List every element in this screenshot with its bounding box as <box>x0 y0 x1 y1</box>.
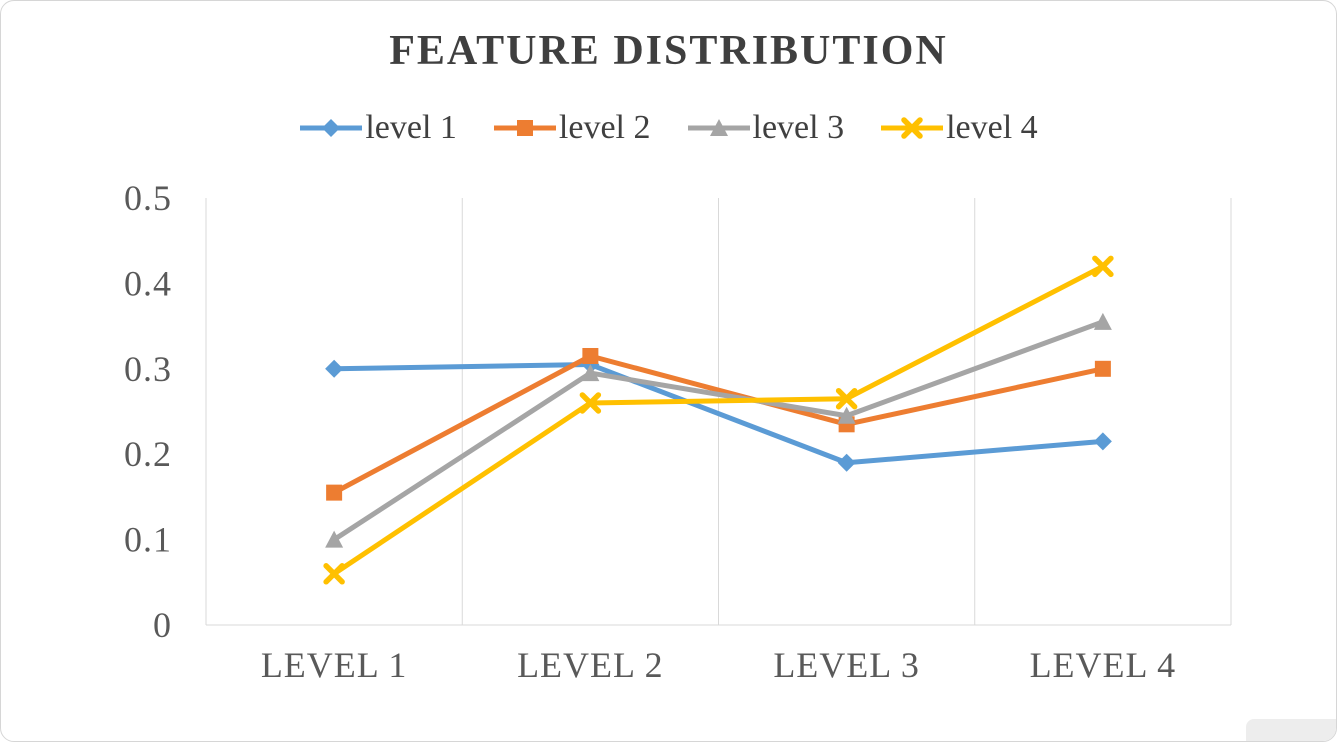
x-category-label: LEVEL 3 <box>773 645 920 685</box>
data-point-marker-diamond <box>1093 432 1112 451</box>
y-tick-label: 0.1 <box>124 520 172 560</box>
data-point-marker-x <box>323 563 345 585</box>
data-point-marker-triangle <box>1093 312 1112 330</box>
data-point-marker-diamond <box>837 453 856 472</box>
data-point-marker-square <box>582 347 599 364</box>
data-point-marker-triangle <box>709 119 728 136</box>
y-tick-label: 0.3 <box>124 349 172 389</box>
data-point-marker-triangle <box>581 364 600 382</box>
data-point-marker-x <box>579 392 602 414</box>
data-point-marker-diamond <box>325 359 344 378</box>
x-category-label: LEVEL 4 <box>1030 645 1177 685</box>
legend-item-level-4: level 4 <box>880 109 1038 147</box>
y-tick-label: 0.2 <box>124 434 172 474</box>
y-tick-label: 0.5 <box>124 178 172 218</box>
data-point-marker-x <box>1092 255 1114 278</box>
data-point-marker-x <box>901 117 923 139</box>
series-line-level-3 <box>331 319 1106 543</box>
x-category-label: LEVEL 2 <box>517 645 664 685</box>
legend-marker-diamond-icon <box>300 119 363 137</box>
data-point-marker-square <box>326 484 343 501</box>
y-tick-label: 0 <box>153 605 172 645</box>
legend-marker-x-icon <box>881 117 944 139</box>
legend-marker-square-icon <box>493 120 556 136</box>
data-point-marker-diamond <box>322 119 341 137</box>
chart-title: FEATURE DISTRIBUTION <box>389 28 948 74</box>
data-point-marker-triangle <box>837 406 856 424</box>
legend-label-level-2: level 2 <box>558 109 651 146</box>
data-point-marker-square <box>1094 360 1111 377</box>
legend-item-level-2: level 2 <box>493 109 651 147</box>
y-tick-label: 0.4 <box>124 263 172 303</box>
corner-artifact <box>1246 719 1336 741</box>
data-point-marker-square <box>516 120 533 136</box>
data-point-marker-x <box>835 387 858 410</box>
legend-marker-triangle-icon <box>687 119 750 136</box>
series-line-level-4 <box>331 263 1106 577</box>
series-line-level-1 <box>331 362 1106 466</box>
line-chart-plot-area: 0 0.1 0.2 0.3 0.4 0.5 LEVEL 1 LEVEL 2 LEVEL 3 LEV… <box>124 178 1232 685</box>
x-category-label: LEVEL 1 <box>261 645 408 685</box>
data-point-marker-triangle <box>325 530 344 548</box>
series-line-level-2 <box>331 353 1106 496</box>
legend-label-level-4: level 4 <box>946 109 1038 146</box>
legend-label-level-3: level 3 <box>752 109 845 146</box>
legend-item-level-3: level 3 <box>687 109 845 147</box>
chart-legend: level 1 level 2 level 3 level 4 <box>1 109 1336 147</box>
legend-item-level-1: level 1 <box>299 109 457 147</box>
legend-label-level-1: level 1 <box>365 109 457 146</box>
